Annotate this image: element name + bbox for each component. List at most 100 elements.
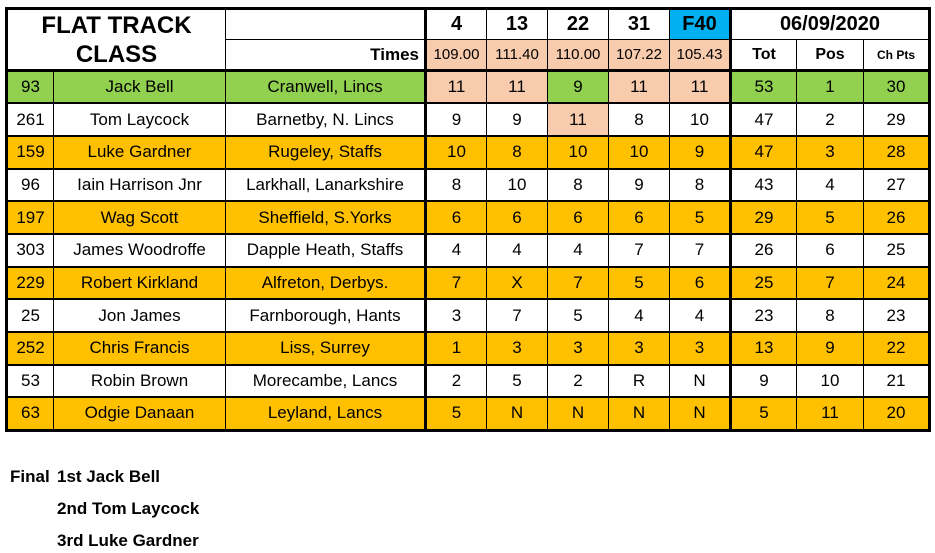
header-row-rounds: FLAT TRACK CLASS 4 13 22 31 F40 06/09/20… [6,8,930,72]
rider-location-cell: Liss, Surrey [225,331,426,366]
rider-number-cell: 229 [6,265,54,301]
total-cell: 9 [729,363,797,399]
score-cell: 3 [547,331,609,366]
rider-name-cell: Robert Kirkland [53,265,226,301]
score-cell: 5 [486,363,548,399]
total-cell: 25 [729,265,797,301]
final-results: Final 1st Jack Bell 2nd Tom Laycock 3rd … [10,461,199,553]
rider-number-cell: 197 [6,200,54,235]
rider-location-cell: Larkhall, Lanarkshire [225,167,426,203]
chpts-cell: 27 [863,167,930,203]
total-cell: 5 [729,396,797,432]
rider-name-cell: Iain Harrison Jnr [53,167,226,203]
score-cell: 7 [669,232,731,268]
score-cell: 6 [424,200,487,235]
score-cell: 3 [486,331,548,366]
round-time-1: 109.00 [424,39,487,72]
score-cell: 3 [669,331,731,366]
score-cell: 7 [608,232,670,268]
score-cell: 5 [424,396,487,432]
rider-name-cell: Tom Laycock [53,102,226,137]
rider-row: 53 Robin Brown Morecambe, Lancs 2 5 2 R N 9 10 21 [6,363,930,399]
score-cell: 11 [547,102,609,137]
round-time-3: 110.00 [547,39,609,72]
title-line-1: FLAT TRACK [41,11,192,39]
rider-row: 229 Robert Kirkland Alfreton, Derbys. 7 X 7 5 6… [6,265,930,301]
score-cell: 6 [608,200,670,235]
chpts-cell: 30 [863,69,930,105]
rider-location-cell: Morecambe, Lancs [225,363,426,399]
position-cell: 5 [796,200,864,235]
chpts-cell: 28 [863,134,930,170]
rider-location-cell: Dapple Heath, Staffs [225,232,426,268]
final-line-1: Final 1st Jack Bell [10,461,199,493]
round-header-f40: F40 [669,8,731,40]
rider-name-cell: Jon James [53,298,226,333]
rider-number-cell: 63 [6,396,54,432]
score-cell: N [486,396,548,432]
total-cell: 47 [729,102,797,137]
score-cell: 6 [547,200,609,235]
final-line-2: 2nd Tom Laycock [10,493,199,525]
rider-number-cell: 53 [6,363,54,399]
position-cell: 11 [796,396,864,432]
round-header-3: 22 [547,8,609,40]
score-cell: 8 [608,102,670,137]
score-cell: 11 [424,69,487,105]
round-header-1: 4 [424,8,487,40]
score-cell: 4 [486,232,548,268]
results-table: FLAT TRACK CLASS 4 13 22 31 F40 06/09/20… [5,7,931,432]
score-cell: 9 [669,134,731,170]
score-cell: 8 [424,167,487,203]
rider-row: 261 Tom Laycock Barnetby, N. Lincs 9 9 11 8 10 4… [6,102,930,137]
position-cell: 8 [796,298,864,333]
position-cell: 7 [796,265,864,301]
total-cell: 29 [729,200,797,235]
rider-location-cell: Rugeley, Staffs [225,134,426,170]
event-date: 06/09/2020 [729,8,930,40]
rider-name-cell: Wag Scott [53,200,226,235]
score-cell: 7 [424,265,487,301]
chpts-cell: 26 [863,200,930,235]
rider-row: 96 Iain Harrison Jnr Larkhall, Lanarkshire… [6,167,930,203]
rider-row: 303 James Woodroffe Dapple Heath, Staffs 4 4… [6,232,930,268]
score-cell: 9 [608,167,670,203]
score-cell: 10 [486,167,548,203]
score-cell: 3 [424,298,487,333]
total-cell: 43 [729,167,797,203]
rider-name-cell: Robin Brown [53,363,226,399]
position-cell: 3 [796,134,864,170]
score-cell: 11 [486,69,548,105]
results-table-body: 93 Jack Bell Cranwell, Lincs 11 11 9 11 11 53 1 30… [6,69,930,432]
position-header: Pos [796,39,864,72]
round-time-5: 105.43 [669,39,731,72]
position-cell: 2 [796,102,864,137]
round-header-4: 31 [608,8,670,40]
final-label: Final [10,467,50,486]
total-cell: 53 [729,69,797,105]
score-cell: 5 [669,200,731,235]
score-cell: N [547,396,609,432]
round-time-2: 111.40 [486,39,548,72]
final-result-3: 3rd Luke Gardner [57,531,199,550]
score-cell: 11 [608,69,670,105]
score-cell: 7 [486,298,548,333]
score-cell: 4 [608,298,670,333]
total-cell: 23 [729,298,797,333]
score-cell: 11 [669,69,731,105]
total-cell: 26 [729,232,797,268]
score-cell: X [486,265,548,301]
chpts-cell: 24 [863,265,930,301]
rider-name-cell: Chris Francis [53,331,226,366]
total-cell: 47 [729,134,797,170]
score-cell: 3 [608,331,670,366]
chpts-cell: 20 [863,396,930,432]
rider-number-cell: 261 [6,102,54,137]
final-result-2: 2nd Tom Laycock [57,499,200,518]
title-line-2: CLASS [75,40,158,68]
score-cell: 4 [424,232,487,268]
chpts-cell: 22 [863,331,930,366]
total-cell: 13 [729,331,797,366]
chpts-cell: 23 [863,298,930,333]
position-cell: 1 [796,69,864,105]
